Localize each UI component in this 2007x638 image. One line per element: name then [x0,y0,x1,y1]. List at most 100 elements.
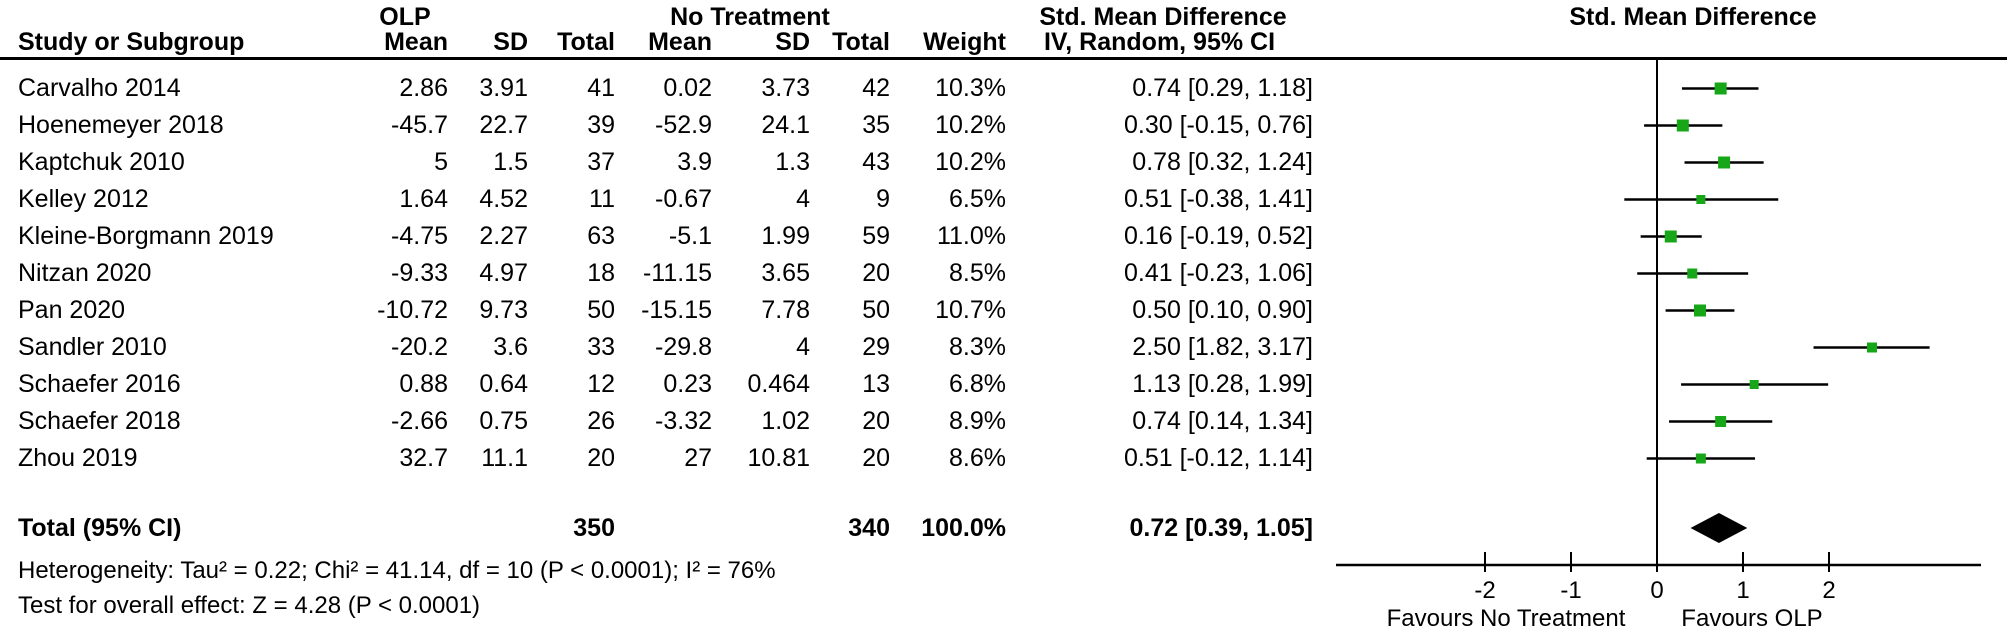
olp-sd: 4.97 [479,259,528,287]
ctrl-sd: 1.3 [775,148,810,176]
col-olp-mean: Mean [384,28,448,56]
smd-column-title: Std. Mean Difference [1039,3,1287,31]
olp-sd: 11.1 [481,444,528,472]
olp-mean: -2.66 [391,407,448,435]
olp-mean: 2.86 [399,74,448,102]
tick-label: -2 [1474,577,1495,604]
table-row: Nitzan 2020 -9.33 4.97 18 -11.15 3.65 20… [18,255,1313,292]
tick-label: -1 [1560,577,1581,604]
olp-sd: 4.52 [479,185,528,213]
ctrl-sd: 1.99 [761,222,810,250]
olp-total: 12 [587,370,615,398]
olp-sd: 3.91 [479,74,528,102]
ctrl-mean: 3.9 [677,148,712,176]
overall-effect-test: Test for overall effect: Z = 4.28 (P < 0… [18,592,481,619]
ctrl-total: 20 [862,259,890,287]
ctrl-total: 9 [876,185,890,213]
table-row: Kaptchuk 2010 5 1.5 37 3.9 1.3 43 10.2% … [18,144,1313,181]
olp-mean: -45.7 [391,111,448,139]
ctrl-sd: 4 [796,333,810,361]
olp-total: 20 [587,444,615,472]
olp-total: 11 [589,185,615,213]
total-weight: 100.0% [921,513,1006,542]
table-row: Schaefer 2018 -2.66 0.75 26 -3.32 1.02 2… [18,403,1313,440]
olp-total: 18 [587,259,615,287]
col-weight: Weight [923,28,1006,56]
olp-sd: 3.6 [493,333,528,361]
table-row: Kleine-Borgmann 2019 -4.75 2.27 63 -5.1 … [18,218,1313,255]
ctrl-total: 59 [862,222,890,250]
olp-total: 33 [587,333,615,361]
olp-mean: 32.7 [399,444,448,472]
smd-ci: 0.16 [-0.19, 0.52] [1123,222,1313,250]
olp-sd: 0.75 [479,407,528,435]
olp-mean: -10.72 [377,296,448,324]
smd-ci: 0.51 [-0.38, 1.41] [1123,185,1313,213]
olp-sd: 0.64 [479,370,528,398]
col-olp-sd: SD [493,28,528,56]
smd-ci: 0.51 [-0.12, 1.14] [1123,444,1313,472]
weight: 8.5% [949,259,1006,287]
ctrl-sd: 3.73 [761,74,810,102]
ctrl-sd: 0.464 [747,370,810,398]
olp-sd: 2.27 [479,222,528,250]
table-row: Zhou 2019 32.7 11.1 20 27 10.81 20 8.6% … [18,440,1313,477]
study-name: Kleine-Borgmann 2019 [18,222,274,250]
ctrl-mean: -5.1 [668,222,712,250]
olp-total: 50 [587,296,615,324]
favours-right-label: Favours OLP [1681,605,1823,632]
ctrl-mean: -29.8 [655,333,712,361]
ctrl-total: 35 [862,111,890,139]
weight: 8.6% [949,444,1006,472]
study-name: Pan 2020 [18,296,126,324]
table-row: Schaefer 2016 0.88 0.64 12 0.23 0.464 13… [18,366,1313,403]
weight: 8.3% [949,333,1006,361]
smd-ci: 0.74 [0.14, 1.34] [1132,407,1313,435]
weight: 10.7% [935,296,1006,324]
table-row: Sandler 2010 -20.2 3.6 33 -29.8 4 29 8.3… [18,329,1313,366]
weight: 10.2% [935,148,1006,176]
olp-mean: 0.88 [399,370,448,398]
study-name: Carvalho 2014 [18,74,181,102]
group-header-olp: OLP [379,3,431,31]
total-label: Total (95% CI) [18,513,182,542]
study-name: Kaptchuk 2010 [18,148,185,176]
group-header-no-treatment: No Treatment [670,3,830,31]
study-name: Sandler 2010 [18,333,167,361]
olp-sd: 1.5 [493,148,528,176]
table-row: Hoenemeyer 2018 -45.7 22.7 39 -52.9 24.1… [18,107,1313,144]
ctrl-mean: -11.15 [642,259,712,287]
favours-left-label: Favours No Treatment [1386,605,1626,632]
ctrl-mean: -0.67 [655,185,712,213]
total-olp-n: 350 [573,513,615,542]
table-row: Kelley 2012 1.64 4.52 11 -0.67 4 9 6.5% … [18,181,1313,218]
ctrl-total: 42 [862,74,890,102]
ctrl-sd: 1.02 [761,407,810,435]
ctrl-total: 20 [862,444,890,472]
col-olp-total: Total [557,28,615,56]
smd-ci: 1.13 [0.28, 1.99] [1132,370,1313,398]
ctrl-total: 29 [862,333,890,361]
olp-total: 41 [587,74,615,102]
olp-total: 63 [587,222,615,250]
col-smd-ci: IV, Random, 95% CI [1043,28,1276,56]
olp-total: 26 [587,407,615,435]
ctrl-mean: 27 [684,444,712,472]
ctrl-total: 43 [862,148,890,176]
study-name: Kelley 2012 [18,185,149,213]
ctrl-mean: 0.23 [663,370,712,398]
smd-ci: 0.30 [-0.15, 0.76] [1123,111,1313,139]
col-study-or-subgroup: Study or Subgroup [18,28,245,56]
smd-ci: 2.50 [1.82, 3.17] [1132,333,1313,361]
tick-label: 2 [1822,577,1835,604]
weight: 10.2% [935,111,1006,139]
olp-mean: -4.75 [391,222,448,250]
table-row: Pan 2020 -10.72 9.73 50 -15.15 7.78 50 1… [18,292,1313,329]
weight: 10.3% [935,74,1006,102]
study-rows: Carvalho 2014 2.86 3.91 41 0.02 3.73 42 … [0,70,2007,477]
smd-ci: 0.41 [-0.23, 1.06] [1123,259,1313,287]
total-smd-ci: 0.72 [0.39, 1.05] [1129,513,1313,542]
ctrl-mean: -15.15 [641,296,712,324]
olp-sd: 9.73 [479,296,528,324]
ctrl-sd: 4 [796,185,810,213]
